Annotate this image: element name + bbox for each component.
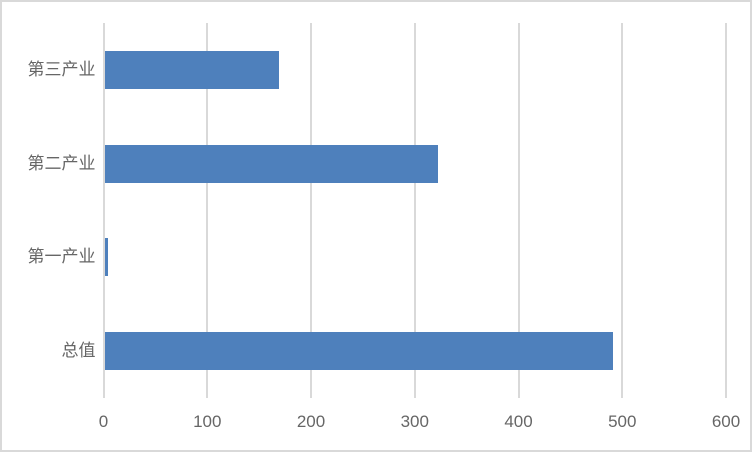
bar-3[interactable] <box>104 238 108 277</box>
x-tick-label: 500 <box>608 412 637 431</box>
gridline <box>413 23 416 398</box>
gridline <box>310 23 312 398</box>
x-tick-label: 200 <box>296 412 326 431</box>
category-label-2: 第二产业 <box>27 153 96 173</box>
gridline <box>621 23 624 398</box>
gridline <box>517 23 520 398</box>
x-tick-label: 0 <box>98 412 109 431</box>
bar-2[interactable] <box>104 144 438 183</box>
bar-1[interactable] <box>104 50 279 89</box>
x-tick-label: 300 <box>400 412 429 431</box>
x-tick-label: 600 <box>711 412 741 431</box>
bar-4[interactable] <box>104 332 613 371</box>
x-tick-label: 400 <box>504 412 533 431</box>
x-tick-label: 100 <box>193 412 222 431</box>
category-label-3: 第一产业 <box>27 247 96 267</box>
category-label-1: 第三产业 <box>27 59 96 79</box>
gridline <box>725 23 727 398</box>
gridline <box>206 23 209 398</box>
y-axis-line <box>102 23 105 398</box>
category-label-4: 总值 <box>61 341 96 361</box>
